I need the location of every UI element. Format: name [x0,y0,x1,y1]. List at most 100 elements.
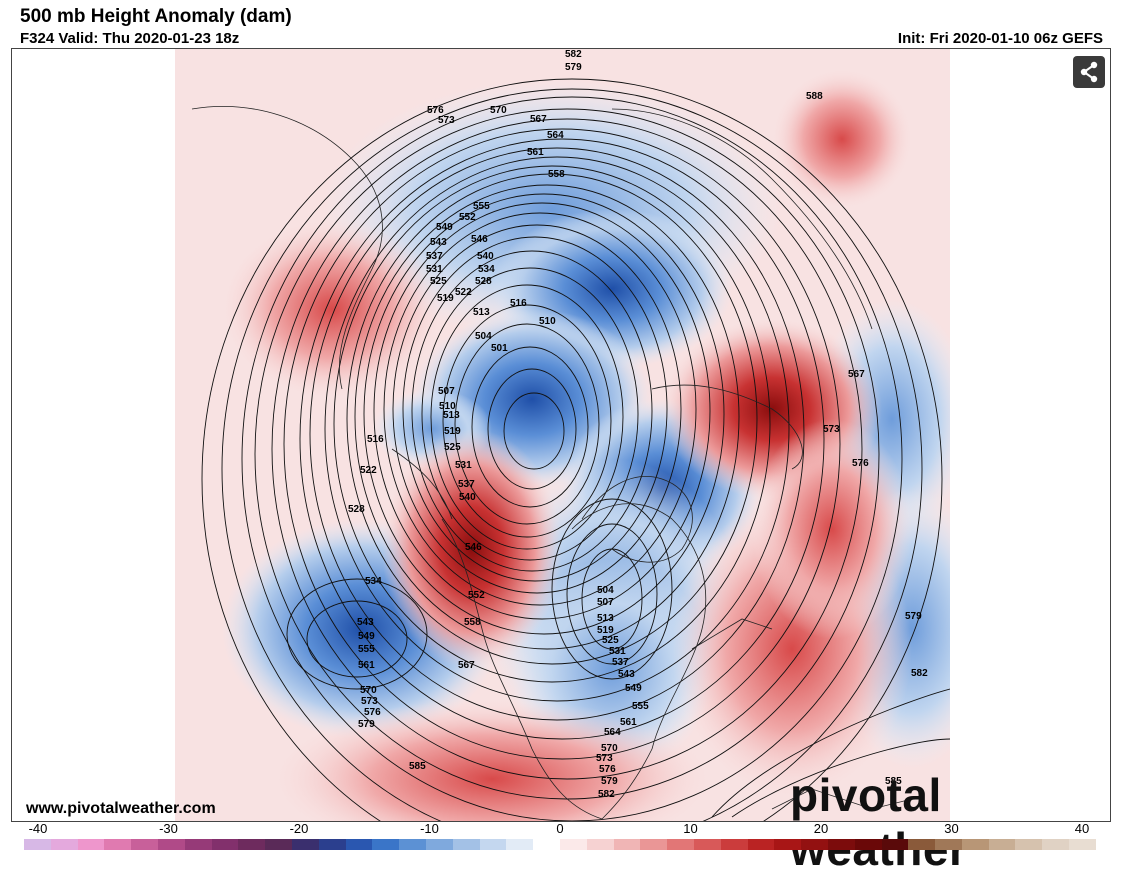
colorbar-swatch [291,839,319,850]
colorbar-tick-label: -30 [159,821,178,836]
contour-label: 513 [473,307,490,318]
colorbar-swatch [211,839,239,850]
map-title: 500 mb Height Anomaly (dam) [20,6,292,27]
contour-label: 528 [475,276,492,287]
contour-label: 546 [471,234,488,245]
colorbar-swatch [506,839,534,850]
contour-label: 537 [612,657,629,668]
contour-label: 552 [468,590,485,601]
contour-label: 543 [430,237,447,248]
colorbar-swatch [265,839,292,850]
colorbar-swatch [533,839,560,850]
contour-label: 552 [459,212,476,223]
colorbar-swatch [747,839,775,850]
colorbar-swatch [77,839,105,850]
contour-label: 510 [439,401,456,412]
colorbar-swatch [801,839,828,850]
contour-label: 549 [436,222,453,233]
contour-label: 537 [426,251,443,262]
contour-label: 549 [358,631,375,642]
contour-label: 555 [632,701,649,712]
contour-label: 564 [547,130,564,141]
contour-label: 510 [539,316,556,327]
contour-label: 570 [490,105,507,116]
colorbar-swatch [1015,839,1043,850]
contour-label: 504 [475,331,492,342]
contour-label: 531 [609,646,626,657]
contour-label: 525 [444,442,461,453]
contour-label: 573 [823,424,840,435]
contour-label: 525 [602,635,619,646]
colorbar-swatch [372,839,400,850]
contour-label: 585 [409,761,426,772]
contour-label: 546 [465,542,482,553]
init-time: Init: Fri 2020-01-10 06z GEFS [897,30,1103,47]
contour-label: 540 [459,492,476,503]
contour-label: 588 [806,91,823,102]
share-button[interactable] [1073,56,1105,88]
colorbar-swatch [613,839,641,850]
contour-label: 516 [510,298,527,309]
colorbar-swatch [586,839,614,850]
colorbar-swatch [452,839,480,850]
contour-label: 564 [604,727,621,738]
colorbar-swatch [961,839,989,850]
contour-label: 582 [598,789,615,800]
colorbar [24,839,1096,850]
colorbar-swatch [24,839,51,850]
colorbar-swatch [667,839,694,850]
colorbar-tick-label: -10 [420,821,439,836]
contour-label: 579 [565,62,582,73]
contour-label: 576 [364,707,381,718]
contour-label: 534 [365,576,382,587]
contour-label: 582 [911,668,928,679]
contour-label: 528 [348,504,365,515]
colorbar-swatch [1069,839,1096,850]
contour-label: 519 [437,293,454,304]
contour-label: 579 [601,776,618,787]
contour-label: 576 [599,764,616,775]
contour-label: 543 [357,617,374,628]
contour-label: 531 [455,460,472,471]
contour-label: 522 [360,465,377,476]
contour-label: 561 [527,147,544,158]
colorbar-tick-label: -20 [289,821,309,836]
colorbar-swatch [345,839,373,850]
contour-label: 507 [438,386,455,397]
contour-label: 561 [358,660,375,671]
contour-label: 519 [597,625,614,636]
colorbar-swatch [131,839,158,850]
colorbar-swatch [854,839,882,850]
map-panel[interactable]: 582 579 588 576 573 570 567 564 561 558 … [11,48,1111,822]
colorbar-swatch [935,839,962,850]
contour-label: 561 [620,717,637,728]
contour-label: 504 [597,585,614,596]
contour-label: 573 [596,753,613,764]
contour-label: 558 [548,169,565,180]
site-url[interactable]: www.pivotalweather.com [26,800,216,817]
contour-label: 558 [464,617,481,628]
colorbar-tick-label: 0 [556,821,564,836]
contour-label: 573 [361,696,378,707]
contour-label: 582 [565,49,582,60]
colorbar-swatch [1042,839,1070,850]
contour-label: 516 [367,434,384,445]
colorbar-swatch [640,839,668,850]
contour-label: 555 [473,201,490,212]
valid-time: F324 Valid: Thu 2020-01-23 18z [20,30,240,47]
contour-label: 522 [455,287,472,298]
contour-label: 531 [426,264,443,275]
contour-label: 576 [852,458,869,469]
colorbar-tick-label: 20 [813,821,829,836]
colorbar-swatch [774,839,802,850]
colorbar-swatch [238,839,266,850]
colorbar-tick-label: 30 [944,821,959,836]
colorbar-swatch [318,839,346,850]
colorbar-tick-label: -40 [28,821,48,836]
colorbar-swatch [104,839,132,850]
colorbar-swatch [157,839,185,850]
colorbar-swatch [399,839,426,850]
share-icon [1080,61,1098,83]
contour-label: 570 [601,743,618,754]
contour-label: 555 [358,644,375,655]
